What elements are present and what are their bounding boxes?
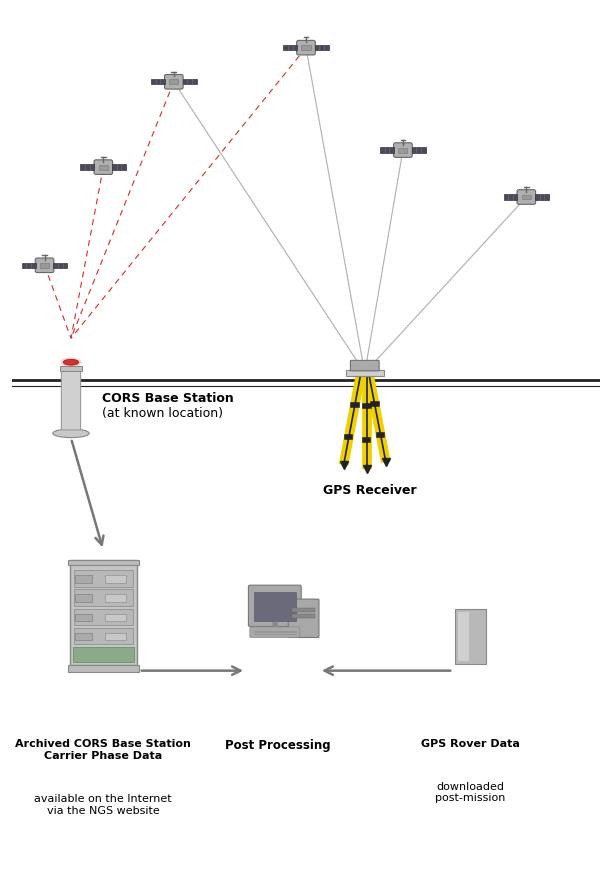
Bar [105, 575, 126, 582]
Bar [182, 79, 196, 84]
FancyBboxPatch shape [297, 40, 315, 55]
FancyBboxPatch shape [517, 189, 536, 204]
Bar [302, 45, 310, 50]
Text: CORS Base Station: CORS Base Station [102, 392, 233, 405]
Text: available on the Internet
via the NGS website: available on the Internet via the NGS we… [34, 795, 172, 816]
Bar [40, 263, 49, 268]
Bar [112, 164, 126, 170]
Text: downloaded
post-mission: downloaded post-mission [435, 781, 506, 803]
FancyBboxPatch shape [35, 258, 54, 273]
Bar [522, 195, 531, 199]
Bar [73, 647, 134, 662]
Bar [105, 613, 126, 621]
Bar [99, 164, 108, 170]
Bar [68, 665, 139, 672]
Text: GPS Rover Data: GPS Rover Data [421, 739, 520, 749]
FancyBboxPatch shape [250, 627, 300, 637]
Bar [535, 195, 549, 200]
FancyBboxPatch shape [73, 628, 133, 645]
Bar [458, 612, 469, 661]
Bar [315, 45, 329, 51]
Bar [170, 79, 178, 84]
Ellipse shape [53, 429, 89, 437]
Bar [105, 633, 126, 640]
FancyBboxPatch shape [73, 589, 133, 605]
Bar [380, 148, 394, 153]
FancyBboxPatch shape [394, 143, 412, 157]
Bar [398, 148, 408, 153]
Text: (at known location): (at known location) [102, 407, 223, 420]
Bar [53, 262, 67, 268]
Text: GPS Receiver: GPS Receiver [323, 485, 416, 497]
Bar [412, 148, 426, 153]
FancyBboxPatch shape [70, 560, 137, 665]
Ellipse shape [63, 359, 79, 365]
Bar [346, 370, 384, 376]
Text: Archived CORS Base Station
Carrier Phase Data: Archived CORS Base Station Carrier Phase… [15, 739, 191, 760]
FancyBboxPatch shape [288, 599, 319, 637]
Bar [75, 575, 92, 582]
FancyBboxPatch shape [350, 360, 379, 371]
Bar [81, 164, 94, 170]
Bar [68, 560, 139, 565]
Bar [292, 608, 315, 612]
Bar [105, 595, 126, 602]
Bar [61, 366, 81, 372]
FancyBboxPatch shape [61, 371, 81, 430]
Bar [22, 262, 35, 268]
FancyBboxPatch shape [73, 609, 133, 625]
Text: Post Processing: Post Processing [225, 739, 330, 752]
Ellipse shape [61, 357, 81, 367]
Bar [75, 613, 92, 621]
FancyBboxPatch shape [73, 570, 133, 587]
Bar [151, 79, 165, 84]
Bar [504, 195, 518, 200]
Bar [292, 614, 315, 618]
Bar [254, 592, 296, 621]
Bar [75, 633, 92, 640]
FancyBboxPatch shape [94, 160, 113, 174]
Bar [455, 609, 486, 664]
FancyBboxPatch shape [248, 585, 301, 627]
Bar [75, 595, 92, 602]
FancyBboxPatch shape [165, 75, 183, 89]
Bar [283, 45, 297, 51]
